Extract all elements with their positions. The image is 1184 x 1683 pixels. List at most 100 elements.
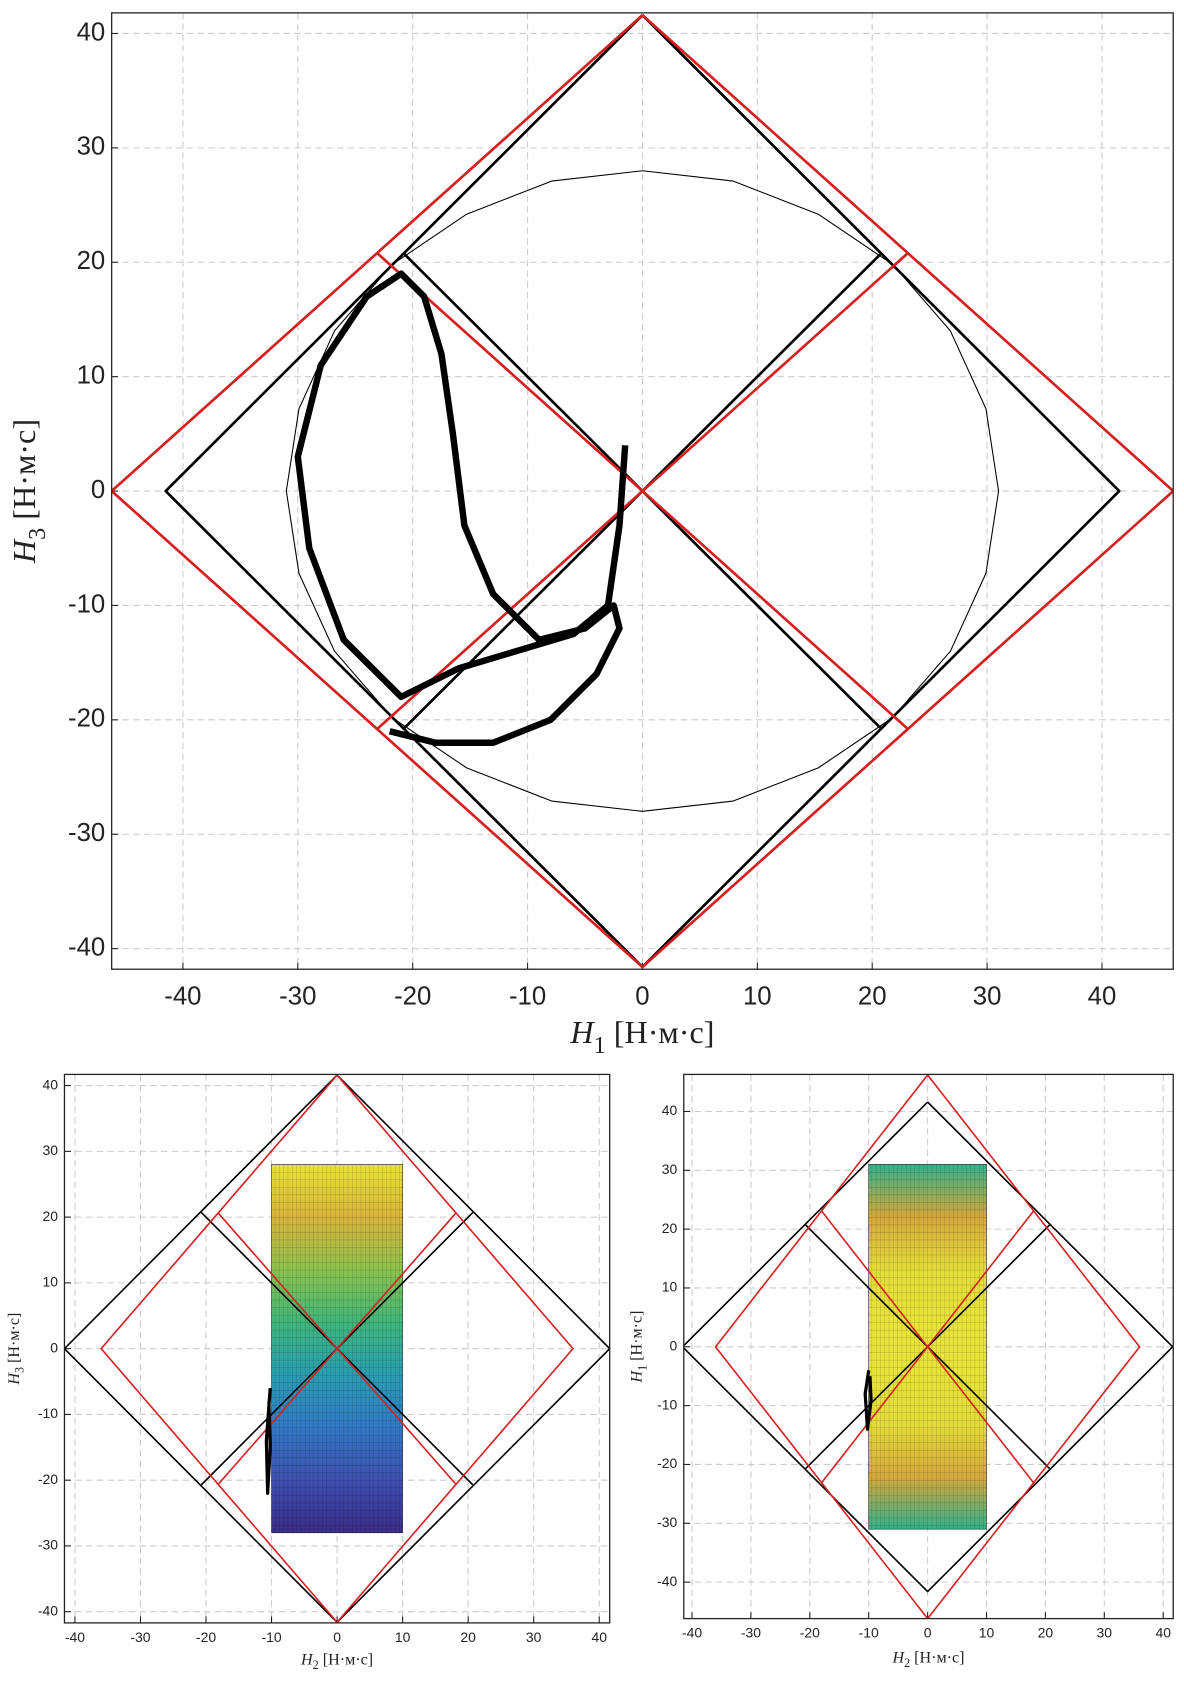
axis-space bbox=[6, 1363, 23, 1367]
y-axis-label: H3 [Н·м·с] bbox=[6, 419, 50, 564]
y-tick-label: 30 bbox=[77, 133, 106, 161]
x-tick-label: 20 bbox=[858, 982, 887, 1010]
axis-unit: [Н·м·с] bbox=[914, 1649, 964, 1666]
axis-symbol: H bbox=[628, 1370, 645, 1384]
curve bbox=[820, 1210, 1035, 1484]
curve bbox=[285, 170, 1000, 812]
x-tick-label: 30 bbox=[1097, 1625, 1113, 1641]
axis-subscript: 3 bbox=[12, 1367, 26, 1373]
y-tick-label: -10 bbox=[657, 1396, 677, 1412]
axis-unit: [Н·м·с] bbox=[323, 1651, 373, 1668]
x-tick-label: -40 bbox=[65, 1629, 85, 1645]
y-tick-label: 40 bbox=[662, 1102, 678, 1118]
axis-unit: [Н·м·с] bbox=[628, 1310, 645, 1360]
curve bbox=[217, 1212, 457, 1486]
y-tick-label: 40 bbox=[77, 18, 106, 46]
x-tick-label: -10 bbox=[859, 1625, 879, 1641]
x-tick-label: 40 bbox=[1155, 1625, 1171, 1641]
x-tick-label: -20 bbox=[196, 1629, 216, 1645]
y-tick-label: -30 bbox=[68, 819, 105, 847]
x-tick-label: -10 bbox=[261, 1629, 281, 1645]
axis-unit: [Н·м·с] bbox=[614, 1014, 715, 1050]
axes-frame bbox=[111, 12, 1174, 970]
x-tick-label: 40 bbox=[1088, 982, 1117, 1010]
plot-area bbox=[64, 1074, 610, 1623]
x-tick-label: 10 bbox=[743, 982, 772, 1010]
x-tick-label: -30 bbox=[279, 982, 316, 1010]
axis-symbol: H bbox=[6, 538, 42, 564]
axis-symbol: H bbox=[6, 1372, 23, 1386]
axis-subscript: 1 bbox=[594, 1032, 606, 1059]
x-tick-label: 10 bbox=[979, 1625, 995, 1641]
curve bbox=[683, 1101, 1174, 1593]
y-tick-label: -10 bbox=[68, 590, 105, 618]
axis-symbol: H bbox=[569, 1014, 595, 1050]
plot-area bbox=[111, 14, 1174, 969]
axes: -40 -30 -20 -10 0 10 20 30 40 -40 -30 -20 -10 0 10 20 30… bbox=[6, 12, 1174, 1059]
x-tick-label: -30 bbox=[741, 1625, 761, 1641]
axis-unit: [Н·м·с] bbox=[6, 1313, 23, 1363]
axis-space bbox=[628, 1361, 645, 1365]
curve bbox=[111, 14, 1174, 969]
y-tick-label: 10 bbox=[42, 1274, 58, 1290]
x-tick-label: -30 bbox=[130, 1629, 150, 1645]
x-axis-label: H1 [Н·м·с] bbox=[569, 1014, 714, 1058]
x-tick-label: 0 bbox=[924, 1625, 932, 1641]
axis-symbol: H bbox=[300, 1651, 314, 1668]
axis-space bbox=[606, 1014, 614, 1050]
y-tick-label: -30 bbox=[38, 1537, 58, 1553]
y-tick-label: 10 bbox=[77, 361, 106, 389]
curve bbox=[376, 252, 909, 731]
x-tick-label: -40 bbox=[682, 1625, 702, 1641]
x-tick-label: 10 bbox=[395, 1629, 411, 1645]
y-tick-label: 20 bbox=[662, 1220, 678, 1236]
y-tick-label: 0 bbox=[670, 1337, 678, 1353]
axes: -40 -30 -20 -10 0 10 20 30 40 -40 -30 -20 -10 0 10 20 30… bbox=[628, 1073, 1174, 1670]
axis-subscript: 2 bbox=[313, 1658, 319, 1672]
y-tick-label: -40 bbox=[38, 1602, 58, 1618]
axes: -40 -30 -20 -10 0 10 20 30 40 -40 -30 -20 -10 0 10 20 30… bbox=[6, 1073, 611, 1672]
x-axis-label: H2 [Н·м·с] bbox=[300, 1651, 373, 1672]
y-axis-label: H1 [Н·м·с] bbox=[628, 1310, 649, 1383]
x-tick-label: 20 bbox=[1038, 1625, 1054, 1641]
y-tick-label: 20 bbox=[77, 247, 106, 275]
axis-unit: [Н·м·с] bbox=[6, 419, 42, 520]
x-tick-label: -40 bbox=[164, 982, 201, 1010]
curve bbox=[294, 270, 629, 746]
x-tick-label: 20 bbox=[460, 1629, 476, 1645]
y-tick-label: 30 bbox=[42, 1142, 58, 1158]
plot-area bbox=[683, 1074, 1174, 1619]
axes-frame bbox=[683, 1073, 1174, 1620]
y-tick-label: -10 bbox=[38, 1405, 58, 1421]
curve bbox=[714, 1074, 1141, 1619]
x-tick-label: 30 bbox=[526, 1629, 542, 1645]
y-tick-label: -40 bbox=[657, 1573, 677, 1589]
axis-subscript: 2 bbox=[904, 1656, 910, 1670]
curve bbox=[264, 1388, 272, 1495]
y-tick-label: -20 bbox=[68, 705, 105, 733]
y-tick-label: 40 bbox=[42, 1076, 58, 1092]
y-tick-label: 0 bbox=[50, 1339, 58, 1355]
y-tick-label: -40 bbox=[68, 933, 105, 961]
y-tick-label: 30 bbox=[662, 1161, 678, 1177]
y-tick-label: 20 bbox=[42, 1208, 58, 1224]
y-tick-label: 10 bbox=[662, 1279, 678, 1295]
x-tick-label: -20 bbox=[800, 1625, 820, 1641]
x-tick-label: 0 bbox=[333, 1629, 341, 1645]
y-axis-label: H3 [Н·м·с] bbox=[6, 1313, 27, 1386]
y-tick-label: -20 bbox=[38, 1471, 58, 1487]
axis-symbol: H bbox=[891, 1649, 905, 1666]
axes-frame bbox=[63, 1073, 611, 1624]
axis-subscript: 3 bbox=[24, 528, 51, 540]
axis-subscript: 1 bbox=[635, 1365, 649, 1371]
curve bbox=[863, 1370, 873, 1431]
y-tick-label: 0 bbox=[91, 476, 105, 504]
y-tick-label: -20 bbox=[657, 1455, 677, 1471]
x-tick-label: 30 bbox=[973, 982, 1002, 1010]
x-tick-label: 40 bbox=[591, 1629, 607, 1645]
x-tick-label: 0 bbox=[635, 982, 649, 1010]
x-axis-label: H2 [Н·м·с] bbox=[891, 1649, 964, 1670]
x-tick-label: -20 bbox=[394, 982, 431, 1010]
